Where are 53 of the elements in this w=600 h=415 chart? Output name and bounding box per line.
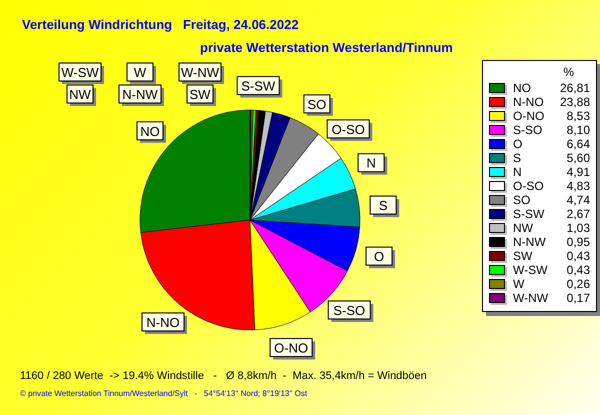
category-label: S-SW	[241, 78, 276, 94]
data-label: 0,43	[566, 249, 590, 263]
slice-label: S-SO	[333, 302, 366, 318]
legend-label: W-NW	[513, 291, 550, 305]
legend-label: N-NO	[513, 95, 545, 109]
data-label: 6,64	[566, 137, 590, 151]
data-label: 4,83	[566, 179, 590, 193]
slice-label: SO	[307, 96, 326, 112]
text: 1160 / 280 Werte -> 19.4% Windstille - Ø 8,8km/h - Max. 35,4km/h = Windböen	[20, 370, 427, 382]
data-label: 2,67	[566, 207, 590, 221]
data-label: 5,60	[566, 151, 590, 165]
data-label: 4,74	[566, 193, 590, 207]
data-label: 23,88	[560, 95, 590, 109]
legend-label: N	[513, 165, 523, 179]
data-label: 26,81	[560, 81, 590, 95]
data-label: 0,43	[566, 263, 590, 277]
category-label: NW	[69, 87, 91, 102]
legend-label: O-NO	[513, 109, 546, 123]
category-label: W	[134, 65, 146, 80]
slice-label: O-NO	[274, 340, 308, 356]
legend-label: SO	[513, 193, 532, 207]
text: © private Wetterstation Tinnum/Westerland/Sylt - 54°54'13'' Nord; 8°19'13'' Ost	[20, 389, 308, 398]
slice-label: N	[366, 156, 376, 171]
slice-label: N-NO	[146, 314, 180, 330]
data-label: 0,26	[566, 277, 590, 291]
legend-label: O-SO	[513, 179, 545, 193]
chart-title: Verteilung Windrichtung Freitag, 24.06.2022	[22, 17, 299, 32]
slice-label: O	[374, 249, 384, 264]
slice-label: O-SO	[332, 122, 365, 137]
data-label: 0,17	[566, 291, 590, 305]
data-label: 1,03	[566, 221, 590, 235]
chart-subtitle: private Wetterstation Westerland/Tinnum	[200, 40, 453, 55]
data-label: 8,10	[566, 123, 590, 137]
legend-label: W	[513, 277, 526, 291]
legend-label: S-SW	[513, 207, 546, 221]
slice-label: NO	[140, 124, 160, 139]
slice-label: S	[378, 198, 388, 214]
legend-label: N-NW	[513, 235, 547, 249]
legend-label: O	[513, 137, 524, 151]
data-label: 0,95	[566, 235, 590, 249]
data-label: 8,53	[566, 109, 590, 123]
legend-label: NO	[513, 81, 532, 95]
category-label: SW	[190, 87, 210, 102]
legend-label: NW	[513, 221, 534, 235]
legend-label: W-SW	[513, 263, 548, 277]
legend-label: S-SO	[513, 123, 544, 137]
category-label: W-NW	[180, 65, 220, 80]
legend-title: %	[562, 65, 575, 81]
legend-label: S	[513, 151, 522, 165]
data-label: 4,91	[566, 165, 590, 179]
category-label: N-NW	[122, 87, 158, 102]
legend-label: SW	[513, 249, 534, 263]
category-label: W-SW	[61, 65, 99, 80]
